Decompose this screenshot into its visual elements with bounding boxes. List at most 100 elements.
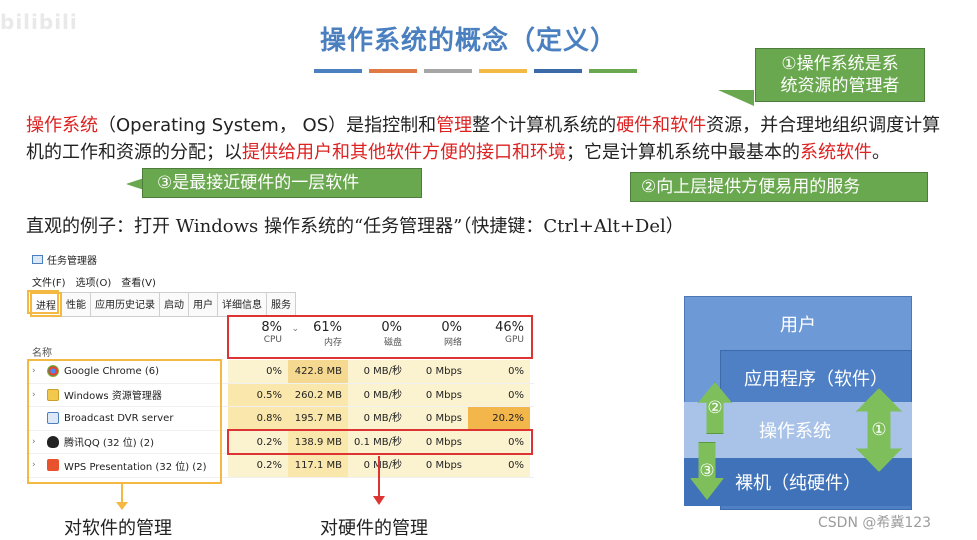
layer-diagram: 用户 应用程序（软件） 操作系统 裸机（纯硬件） ② ③ ① [684, 296, 912, 510]
network-cell: 0 Mbps [408, 454, 468, 477]
callout-resource-manager: ①操作系统是系 统资源的管理者 [755, 48, 925, 102]
color-bar-darkblue [534, 69, 582, 73]
expand-chevron-icon[interactable]: › [32, 366, 36, 377]
tab-services[interactable]: 服务 [267, 292, 296, 317]
cpu-total: 8% [261, 320, 282, 335]
process-list: › Google Chrome (6) 0% 422.8 MB 0 MB/秒 0… [26, 360, 534, 478]
memory-total-wrap: ⌄ 61% [288, 320, 342, 335]
color-bar-green [589, 69, 637, 73]
callout-1-tail [718, 90, 754, 106]
para-text-1: （Operating System， OS）是指控制和 [98, 115, 437, 136]
bilibili-logo: bilibili [0, 10, 78, 34]
task-manager-tabs: 进程 性能 应用历史记录 启动 用户 详细信息 服务 [30, 292, 296, 317]
gpu-label: GPU [505, 335, 524, 345]
layer-hardware: 裸机（纯硬件） [684, 458, 912, 506]
color-bar-orange [369, 69, 417, 73]
expand-chevron-icon[interactable]: › [32, 460, 36, 471]
caption-software-management: 对软件的管理 [64, 518, 172, 539]
term-system-software: 系统软件 [800, 142, 872, 163]
column-header-network[interactable]: 0% 网络 [408, 320, 468, 348]
color-bar-blue [314, 69, 362, 73]
network-total: 0% [441, 320, 462, 335]
term-manage: 管理 [436, 115, 473, 136]
column-header-name[interactable]: 名称 [32, 348, 52, 359]
gpu-total: 46% [495, 320, 524, 335]
table-row[interactable]: › Google Chrome (6) 0% 422.8 MB 0 MB/秒 0… [26, 360, 534, 384]
process-name: Google Chrome (6) [64, 365, 160, 377]
cpu-label: CPU [263, 335, 282, 345]
disk-cell: 0.1 MB/秒 [348, 430, 408, 453]
column-headers: 8% CPU ⌄ 61% 内存 0% 磁盘 0% 网络 46% GPU [228, 320, 530, 348]
memory-cell: 117.1 MB [288, 454, 348, 477]
process-name: 腾讯QQ (32 位) (2) [64, 438, 154, 450]
menu-file[interactable]: 文件(F) [32, 278, 66, 289]
csdn-watermark: CSDN @希冀123 [818, 515, 932, 531]
wps-icon [47, 459, 59, 472]
process-name-cell: › Windows 资源管理器 [26, 387, 228, 402]
callout-1-line2: 统资源的管理者 [780, 76, 900, 96]
qq-penguin-icon [47, 435, 59, 448]
memory-cell: 422.8 MB [288, 360, 348, 383]
layer-operating-system-label: 操作系统 [720, 402, 870, 458]
term-hardware-software: 硬件和软件 [616, 115, 707, 136]
window-icon [47, 412, 59, 425]
table-row[interactable]: › Windows 资源管理器 0.5% 260.2 MB 0 MB/秒 0 M… [26, 383, 534, 407]
disk-cell: 0 MB/秒 [348, 383, 408, 406]
cpu-cell: 0.2% [228, 430, 288, 453]
term-interface: 提供给用户和其他软件方便的接口和环境 [242, 142, 566, 163]
example-text: 直观的例子：打开 Windows 操作系统的“任务管理器”（快捷键：Ctrl+A… [26, 216, 684, 237]
software-highlight-box [27, 359, 222, 484]
callout-1-line1: ①操作系统是系 [781, 54, 899, 74]
tab-app-history[interactable]: 应用历史记录 [91, 292, 160, 317]
process-name-cell: › 腾讯QQ (32 位) (2) [26, 434, 228, 449]
cpu-cell: 0% [228, 360, 288, 383]
tab-startup[interactable]: 启动 [160, 292, 189, 317]
gpu-cell: 20.2% [468, 407, 530, 430]
sort-chevron-icon: ⌄ [291, 324, 300, 334]
network-cell: 0 Mbps [408, 383, 468, 406]
expand-chevron-icon[interactable]: › [32, 436, 36, 447]
gpu-cell: 0% [468, 454, 530, 477]
expand-chevron-icon[interactable]: › [32, 389, 36, 400]
tab-performance[interactable]: 性能 [62, 292, 91, 317]
gpu-cell: 0% [468, 430, 530, 453]
network-cell: 0 Mbps [408, 360, 468, 383]
column-header-cpu[interactable]: 8% CPU [228, 320, 288, 348]
task-manager-title: 任务管理器 [47, 256, 97, 267]
memory-cell: 260.2 MB [288, 383, 348, 406]
column-header-disk[interactable]: 0% 磁盘 [348, 320, 408, 348]
process-tab-highlight [27, 290, 59, 314]
caption-hardware-management: 对硬件的管理 [320, 518, 428, 539]
resource-columns-highlight [227, 315, 533, 359]
process-name-cell: › Google Chrome (6) [26, 365, 228, 378]
disk-total: 0% [381, 320, 402, 335]
network-cell: 0 Mbps [408, 430, 468, 453]
hardware-arrow-line [378, 456, 380, 498]
memory-total: 61% [313, 320, 342, 335]
term-operating-system: 操作系统 [26, 115, 98, 136]
cpu-cell: 0.5% [228, 383, 288, 406]
para-text-3: 资源，并合理地组织调度计算机的工作和资源的分配；以 [26, 115, 941, 163]
callout-service-upper-layer: ②向上层提供方便易用的服务 [630, 172, 928, 202]
table-row[interactable]: › 腾讯QQ (32 位) (2) 0.2% 138.9 MB 0.1 MB/秒… [26, 430, 534, 454]
slide-title: 操作系统的概念（定义） [320, 26, 618, 56]
task-manager-titlebar: 任务管理器 [32, 252, 97, 267]
menu-options[interactable]: 选项(O) [75, 278, 112, 289]
process-name: Broadcast DVR server [64, 412, 174, 424]
task-manager-icon [32, 255, 43, 264]
qq-row-highlight [227, 429, 533, 455]
process-name-cell: Broadcast DVR server [26, 412, 228, 425]
color-bar-gray [424, 69, 472, 73]
column-header-gpu[interactable]: 46% GPU [468, 320, 530, 348]
software-arrow-line [121, 484, 123, 504]
process-name: WPS Presentation (32 位) (2) [64, 461, 207, 473]
menu-view[interactable]: 查看(V) [121, 278, 156, 289]
gpu-cell: 0% [468, 383, 530, 406]
para-text-4: ；它是计算机系统中最基本的 [566, 142, 800, 163]
definition-paragraph: 操作系统（Operating System， OS）是指控制和管理整个计算机系统… [26, 112, 956, 166]
column-header-memory[interactable]: ⌄ 61% 内存 [288, 320, 348, 348]
tab-users[interactable]: 用户 [189, 292, 218, 317]
disk-cell: 0 MB/秒 [348, 407, 408, 430]
tab-details[interactable]: 详细信息 [218, 292, 267, 317]
memory-cell: 138.9 MB [288, 430, 348, 453]
